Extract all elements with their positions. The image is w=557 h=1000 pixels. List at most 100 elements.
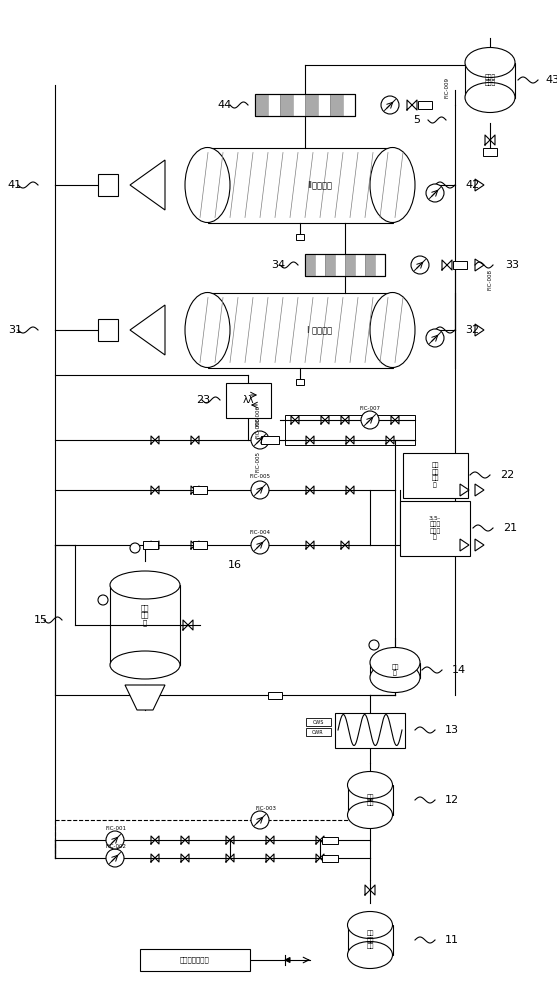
Bar — [193, 541, 207, 549]
Polygon shape — [130, 160, 165, 210]
Bar — [348, 785, 393, 815]
Bar — [143, 541, 158, 549]
Ellipse shape — [185, 292, 230, 367]
Ellipse shape — [370, 662, 420, 692]
Circle shape — [106, 849, 124, 867]
Circle shape — [251, 481, 269, 499]
Text: 41: 41 — [8, 180, 22, 190]
Bar — [255, 94, 267, 116]
Bar — [98, 319, 118, 341]
Ellipse shape — [370, 147, 415, 223]
Circle shape — [130, 543, 140, 553]
Text: 氮气
钢瓶: 氮气 钢瓶 — [367, 794, 374, 806]
Text: 11: 11 — [445, 935, 459, 945]
Text: 31: 31 — [8, 325, 22, 335]
Text: 14: 14 — [452, 665, 466, 675]
Ellipse shape — [348, 912, 393, 938]
Bar — [453, 261, 467, 269]
Circle shape — [426, 329, 444, 347]
Text: 硫酸
氯原
料罐: 硫酸 氯原 料罐 — [367, 931, 374, 949]
Text: 32: 32 — [465, 325, 479, 335]
Bar — [296, 233, 304, 239]
Text: FIC-002: FIC-002 — [105, 844, 126, 848]
Polygon shape — [125, 685, 165, 710]
Ellipse shape — [370, 648, 420, 678]
Text: 33: 33 — [505, 260, 519, 270]
Text: 22: 22 — [500, 470, 514, 480]
Text: CWR: CWR — [312, 730, 324, 734]
Text: CWS: CWS — [312, 720, 324, 724]
Text: 3,5-
二甲基
酚原料
罐: 3,5- 二甲基 酚原料 罐 — [429, 516, 441, 540]
Polygon shape — [130, 305, 165, 355]
Text: FIC-005: FIC-005 — [250, 475, 271, 480]
Bar — [345, 254, 355, 276]
Bar — [296, 378, 304, 384]
Ellipse shape — [348, 942, 393, 968]
Text: λλ: λλ — [242, 395, 254, 405]
Circle shape — [369, 640, 379, 650]
Circle shape — [251, 811, 269, 829]
Bar — [365, 254, 375, 276]
Text: FIC-008: FIC-008 — [487, 269, 492, 290]
Bar — [400, 500, 470, 556]
Text: 氯化液
接收罐: 氯化液 接收罐 — [485, 74, 496, 86]
Text: II级区间器: II级区间器 — [307, 180, 333, 190]
Bar — [403, 452, 467, 497]
Text: FIC-006: FIC-006 — [255, 418, 260, 438]
Text: FIC-006: FIC-006 — [256, 404, 261, 426]
Circle shape — [361, 411, 379, 429]
Text: 23: 23 — [196, 395, 210, 405]
Bar — [305, 254, 385, 276]
Bar — [465, 62, 515, 98]
Text: FIC-001: FIC-001 — [105, 826, 126, 830]
Text: 13: 13 — [445, 725, 459, 735]
Circle shape — [106, 831, 124, 849]
Text: 四氯
乙烯
原料
罐: 四氯 乙烯 原料 罐 — [431, 462, 439, 488]
Text: I 级区间器: I 级区间器 — [307, 326, 333, 334]
Circle shape — [251, 431, 269, 449]
Text: 5: 5 — [413, 115, 420, 125]
Text: 43: 43 — [545, 75, 557, 85]
Circle shape — [381, 96, 399, 114]
Bar — [193, 486, 207, 494]
Text: 16: 16 — [228, 560, 242, 570]
Text: FIC-005: FIC-005 — [256, 452, 261, 473]
Bar — [418, 101, 432, 109]
Bar — [285, 415, 415, 445]
Text: 12: 12 — [445, 795, 459, 805]
Text: 硫酸氯自槽车来: 硫酸氯自槽车来 — [180, 957, 210, 963]
Text: 42: 42 — [465, 180, 479, 190]
Bar — [226, 382, 271, 418]
Text: FIC-004: FIC-004 — [250, 530, 271, 534]
Bar — [208, 147, 393, 223]
Ellipse shape — [348, 802, 393, 828]
Bar — [325, 254, 335, 276]
Text: 氯化
反应
釜: 氯化 反应 釜 — [141, 604, 149, 626]
Ellipse shape — [185, 147, 230, 223]
Ellipse shape — [465, 83, 515, 112]
Text: 44: 44 — [218, 100, 232, 110]
Bar — [305, 254, 315, 276]
Bar — [261, 436, 279, 444]
Bar — [322, 836, 338, 844]
Bar — [483, 148, 497, 156]
Bar — [280, 94, 292, 116]
Bar — [305, 728, 330, 736]
Ellipse shape — [370, 292, 415, 367]
Text: 21: 21 — [503, 523, 517, 533]
Circle shape — [426, 184, 444, 202]
Polygon shape — [285, 958, 290, 962]
Text: FIC-007: FIC-007 — [360, 406, 381, 410]
Bar — [330, 94, 343, 116]
Ellipse shape — [110, 571, 180, 599]
Text: FIC-009: FIC-009 — [444, 78, 449, 99]
Bar — [305, 254, 385, 276]
Text: 34: 34 — [271, 260, 285, 270]
Circle shape — [98, 595, 108, 605]
Circle shape — [411, 256, 429, 274]
Bar — [322, 854, 338, 861]
Bar — [268, 692, 282, 698]
Bar — [335, 712, 405, 748]
Ellipse shape — [465, 47, 515, 78]
Text: 缓冲
罐: 缓冲 罐 — [391, 664, 399, 676]
